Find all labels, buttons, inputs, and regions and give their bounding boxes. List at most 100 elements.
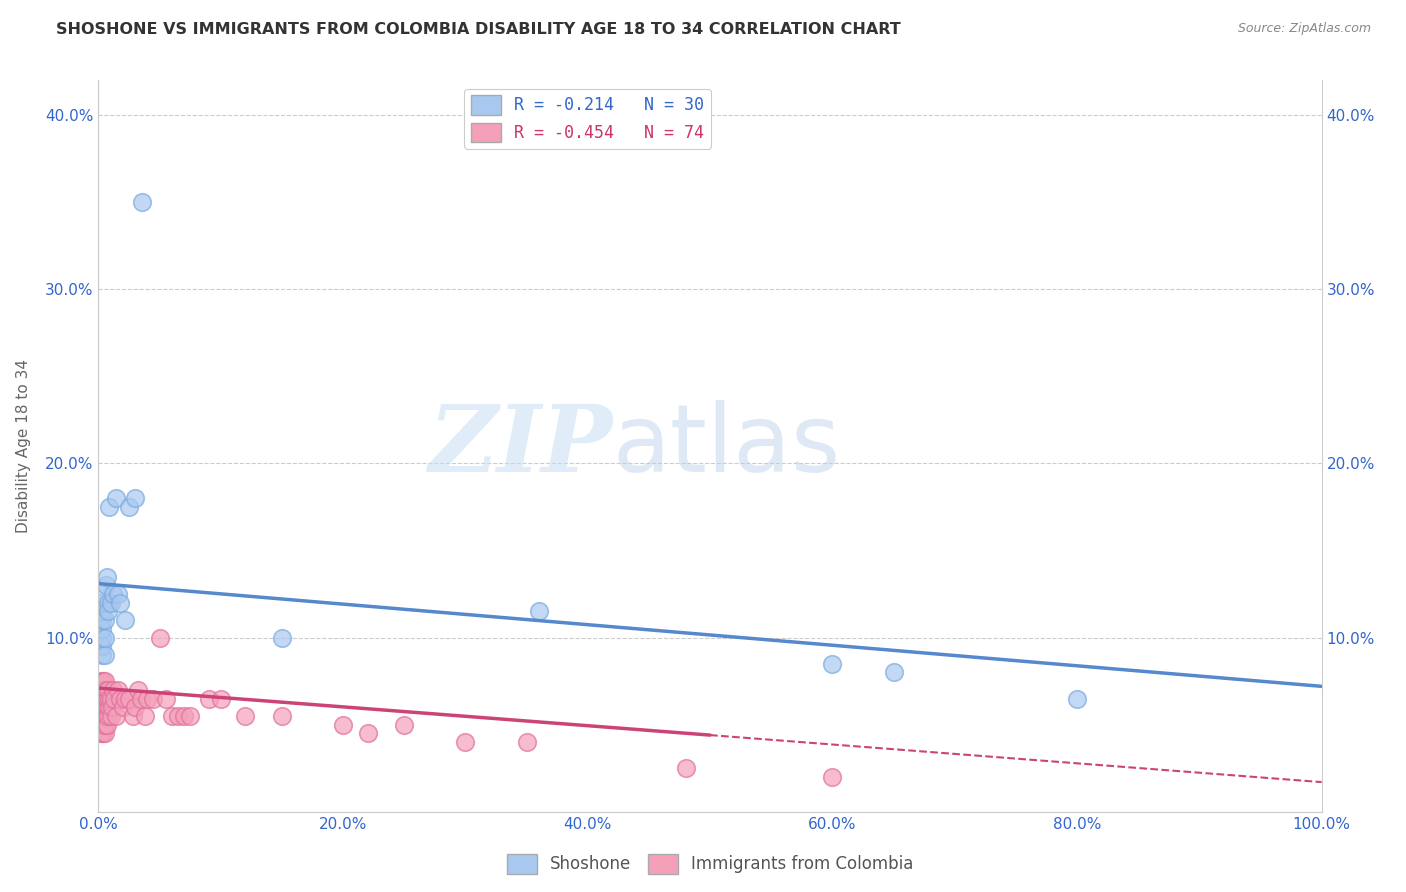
Point <box>104 709 127 723</box>
Point <box>111 700 134 714</box>
Point <box>93 648 115 662</box>
Text: atlas: atlas <box>612 400 841 492</box>
Point <box>94 709 117 723</box>
Point <box>134 709 156 723</box>
Point <box>91 604 114 618</box>
Point <box>101 700 124 714</box>
Point <box>91 682 114 697</box>
Point <box>356 726 378 740</box>
Point <box>454 735 477 749</box>
Point <box>90 674 112 689</box>
Text: SHOSHONE VS IMMIGRANTS FROM COLOMBIA DISABILITY AGE 18 TO 34 CORRELATION CHART: SHOSHONE VS IMMIGRANTS FROM COLOMBIA DIS… <box>56 22 901 37</box>
Point <box>96 700 118 714</box>
Point <box>821 657 844 671</box>
Point <box>93 631 115 645</box>
Point <box>124 700 146 714</box>
Point <box>110 691 132 706</box>
Point <box>270 709 294 723</box>
Point <box>91 717 114 731</box>
Point <box>91 709 114 723</box>
Text: Source: ZipAtlas.com: Source: ZipAtlas.com <box>1237 22 1371 36</box>
Point <box>90 726 112 740</box>
Point <box>91 691 114 706</box>
Point <box>118 500 141 514</box>
Point <box>392 717 416 731</box>
Point <box>94 682 117 697</box>
Point <box>107 587 129 601</box>
Point <box>94 578 117 592</box>
Point <box>270 631 294 645</box>
Point <box>91 717 114 731</box>
Point <box>91 726 114 740</box>
Point <box>97 596 120 610</box>
Point <box>100 596 122 610</box>
Point <box>90 717 112 731</box>
Point <box>101 682 124 697</box>
Point <box>91 709 114 723</box>
Point <box>821 770 844 784</box>
Point <box>1066 691 1088 706</box>
Point <box>97 682 120 697</box>
Point <box>91 587 114 601</box>
Point <box>91 648 114 662</box>
Point <box>96 569 118 583</box>
Point <box>233 709 256 723</box>
Point <box>91 682 114 697</box>
Legend: Shoshone, Immigrants from Colombia: Shoshone, Immigrants from Colombia <box>501 847 920 880</box>
Point <box>96 717 118 731</box>
Point <box>883 665 905 680</box>
Point <box>100 691 122 706</box>
Point <box>121 709 143 723</box>
Point <box>91 709 114 723</box>
Point <box>129 691 152 706</box>
Point <box>515 735 537 749</box>
Point <box>96 691 118 706</box>
Point <box>90 691 112 706</box>
Point <box>91 700 114 714</box>
Point <box>91 631 114 645</box>
Point <box>93 717 115 731</box>
Point <box>124 491 146 506</box>
Point <box>91 700 114 714</box>
Point <box>127 682 149 697</box>
Point <box>91 596 114 610</box>
Point <box>114 691 136 706</box>
Point <box>93 700 115 714</box>
Point <box>98 500 121 514</box>
Point <box>142 691 165 706</box>
Point <box>101 587 124 601</box>
Point <box>94 691 117 706</box>
Point <box>332 717 354 731</box>
Point <box>103 691 125 706</box>
Point <box>90 709 112 723</box>
Point <box>118 691 141 706</box>
Point <box>107 682 129 697</box>
Point <box>179 709 201 723</box>
Point <box>98 691 121 706</box>
Point <box>90 682 112 697</box>
Point <box>167 709 190 723</box>
Point <box>90 700 112 714</box>
Point <box>131 195 153 210</box>
Point <box>100 709 122 723</box>
Point <box>91 691 114 706</box>
Point <box>97 604 120 618</box>
Point <box>90 717 112 731</box>
Point <box>93 674 115 689</box>
Point <box>173 709 195 723</box>
Point <box>149 631 172 645</box>
Point <box>110 596 132 610</box>
Point <box>91 640 114 654</box>
Point <box>160 709 183 723</box>
Text: ZIP: ZIP <box>427 401 612 491</box>
Point <box>104 491 127 506</box>
Point <box>93 726 115 740</box>
Y-axis label: Disability Age 18 to 34: Disability Age 18 to 34 <box>17 359 31 533</box>
Point <box>197 691 219 706</box>
Point <box>114 613 136 627</box>
Point <box>93 709 115 723</box>
Point <box>527 604 550 618</box>
Point <box>93 613 115 627</box>
Point <box>91 674 114 689</box>
Point <box>98 700 121 714</box>
